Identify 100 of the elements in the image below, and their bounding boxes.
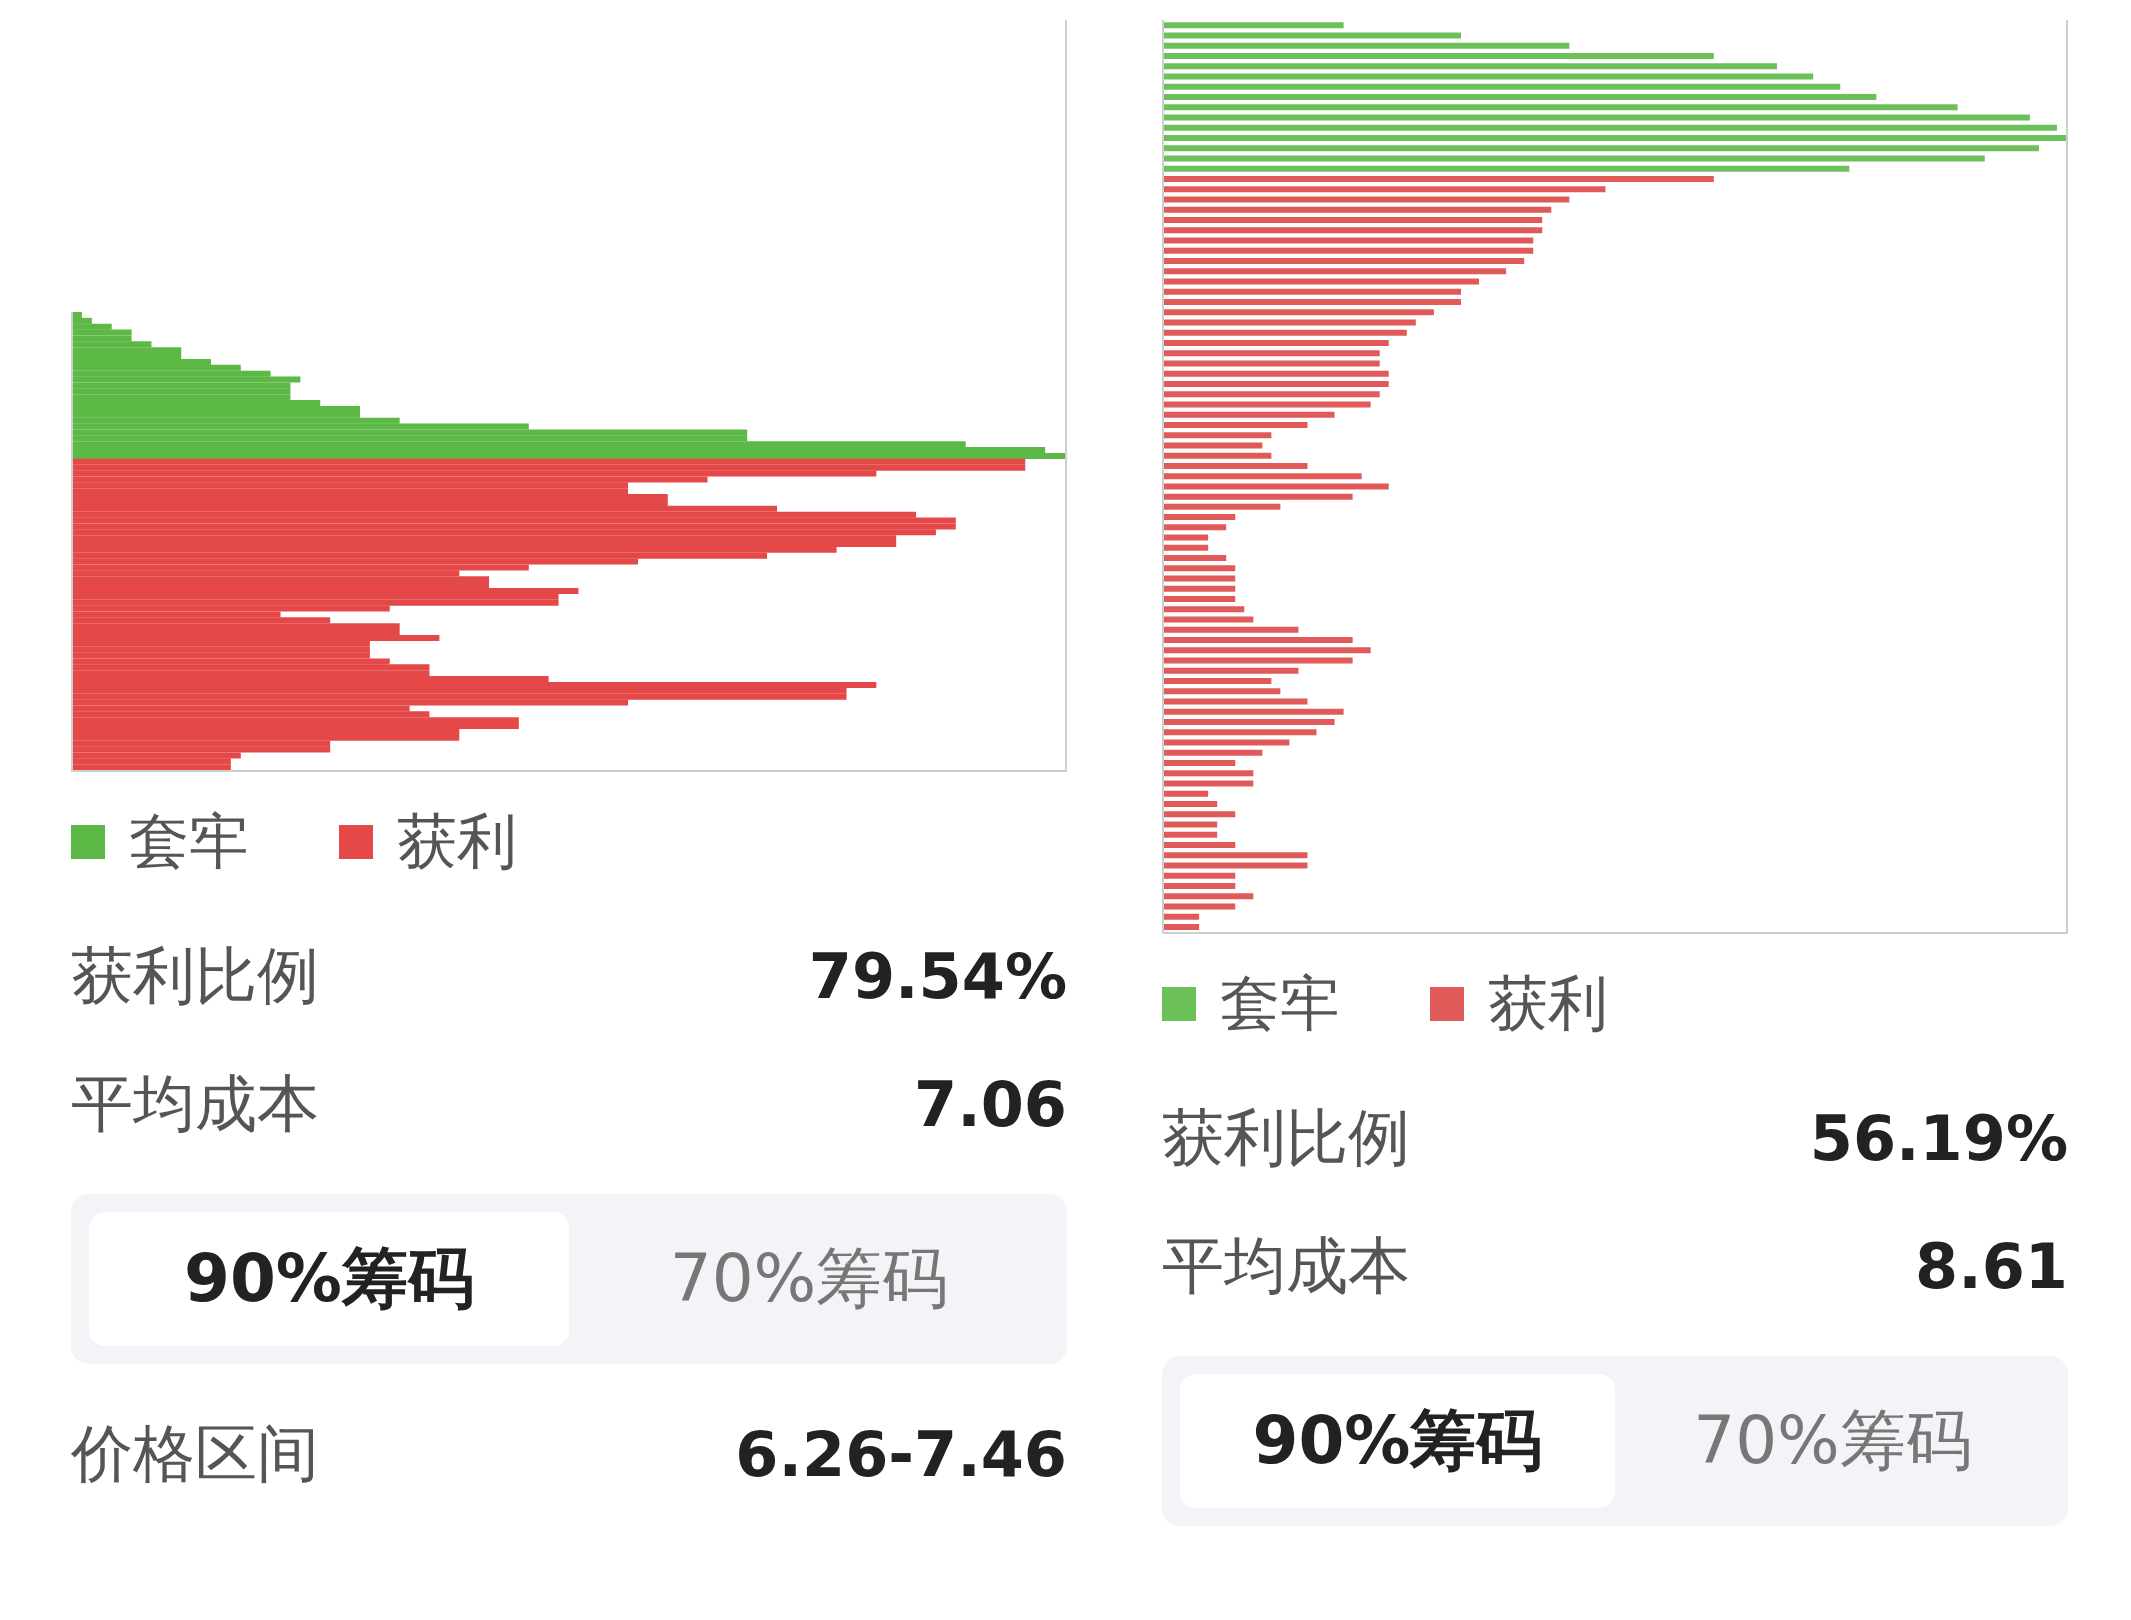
bar (1163, 493, 1353, 500)
bar (1163, 421, 1308, 428)
bar (1163, 708, 1344, 715)
bar (1163, 339, 1389, 346)
bar (1163, 165, 1850, 172)
bar (1163, 749, 1263, 756)
text: 90%筹码 (184, 1239, 474, 1319)
bar (1163, 452, 1272, 459)
text: 7.06 (914, 1067, 1067, 1141)
bar (1163, 53, 1714, 59)
bar (1163, 145, 2039, 152)
bar (1163, 719, 1335, 726)
bar (1163, 22, 1344, 29)
bar (1163, 329, 1407, 336)
legend-label: 套牢 (1220, 966, 1340, 1040)
bar (1163, 42, 1570, 49)
bar (1163, 831, 1218, 838)
bar (1163, 186, 1606, 193)
bar (1163, 544, 1209, 551)
text: 79.54% (808, 939, 1067, 1013)
bar (1163, 411, 1335, 418)
bar (1163, 63, 1778, 70)
bar (1163, 432, 1272, 439)
bar (1163, 309, 1434, 316)
bar (1163, 360, 1380, 367)
bar (1163, 883, 1236, 890)
bar (1163, 667, 1299, 674)
bar (1163, 872, 1236, 879)
bar (1163, 268, 1507, 275)
bar (1163, 380, 1389, 387)
bar (1163, 790, 1209, 797)
bar (1163, 913, 1200, 920)
bar (1163, 124, 2057, 131)
bar (1163, 801, 1218, 808)
text: 价格区间 (71, 1416, 319, 1492)
bar (1163, 924, 1200, 931)
bar (1163, 678, 1272, 685)
text: 90%筹码 (1252, 1401, 1543, 1481)
bar (1163, 893, 1254, 900)
bar (1163, 462, 1308, 469)
bar (1163, 206, 1552, 213)
text: 平均成本 (71, 1066, 319, 1142)
bar (1163, 862, 1308, 869)
bar (1163, 524, 1227, 531)
bar (1163, 780, 1254, 787)
bar (1163, 565, 1236, 572)
bar (1163, 247, 1534, 254)
bar (1163, 637, 1353, 644)
bar (1163, 370, 1389, 377)
bar (1163, 852, 1308, 859)
bar (1163, 483, 1389, 490)
bar (1163, 811, 1236, 818)
bar (1163, 503, 1281, 510)
bar (1163, 391, 1380, 398)
bar (1163, 473, 1362, 480)
text: 70%筹码 (1693, 1401, 1972, 1481)
legend-label: 获利 (1488, 966, 1608, 1040)
bar (1163, 534, 1209, 541)
bar (1163, 842, 1236, 849)
text: 56.19% (1809, 1101, 2068, 1175)
bar (1163, 596, 1236, 603)
bar (1163, 688, 1281, 695)
bar (1163, 288, 1461, 295)
text: 获利比例 (71, 938, 319, 1014)
bar (1163, 606, 1245, 613)
bar (1163, 216, 1543, 223)
text: 70%筹码 (669, 1239, 949, 1319)
bar (1163, 350, 1380, 357)
bar (1163, 73, 1814, 80)
bar (1163, 319, 1416, 326)
bar (1163, 442, 1263, 449)
text: 8.61 (1915, 1229, 2068, 1303)
bar (1163, 32, 1461, 39)
bar (1163, 585, 1236, 592)
bar (1163, 104, 1958, 111)
bar (1163, 237, 1534, 244)
bar (1163, 298, 1461, 305)
legend-label: 获利 (397, 804, 517, 878)
bar (1163, 903, 1236, 910)
bar (1163, 698, 1308, 705)
bar (1163, 93, 1877, 100)
text: 6.26-7.46 (735, 1417, 1067, 1491)
bar (1163, 278, 1480, 285)
text: 获利比例 (1162, 1100, 1410, 1176)
bar (1163, 83, 1841, 90)
bar (1163, 575, 1236, 582)
bar (1163, 739, 1290, 746)
bar (1163, 514, 1236, 521)
bar (1163, 729, 1317, 736)
bar (1163, 257, 1525, 264)
bar (1163, 626, 1299, 633)
bar (1163, 770, 1254, 777)
bar (1163, 760, 1236, 767)
bar (1163, 227, 1543, 234)
bar (1163, 401, 1371, 408)
bar (1163, 555, 1227, 562)
legend-label: 套牢 (129, 804, 249, 878)
bar (1163, 134, 2066, 141)
text: 平均成本 (1162, 1228, 1410, 1304)
bar (1163, 155, 1985, 162)
